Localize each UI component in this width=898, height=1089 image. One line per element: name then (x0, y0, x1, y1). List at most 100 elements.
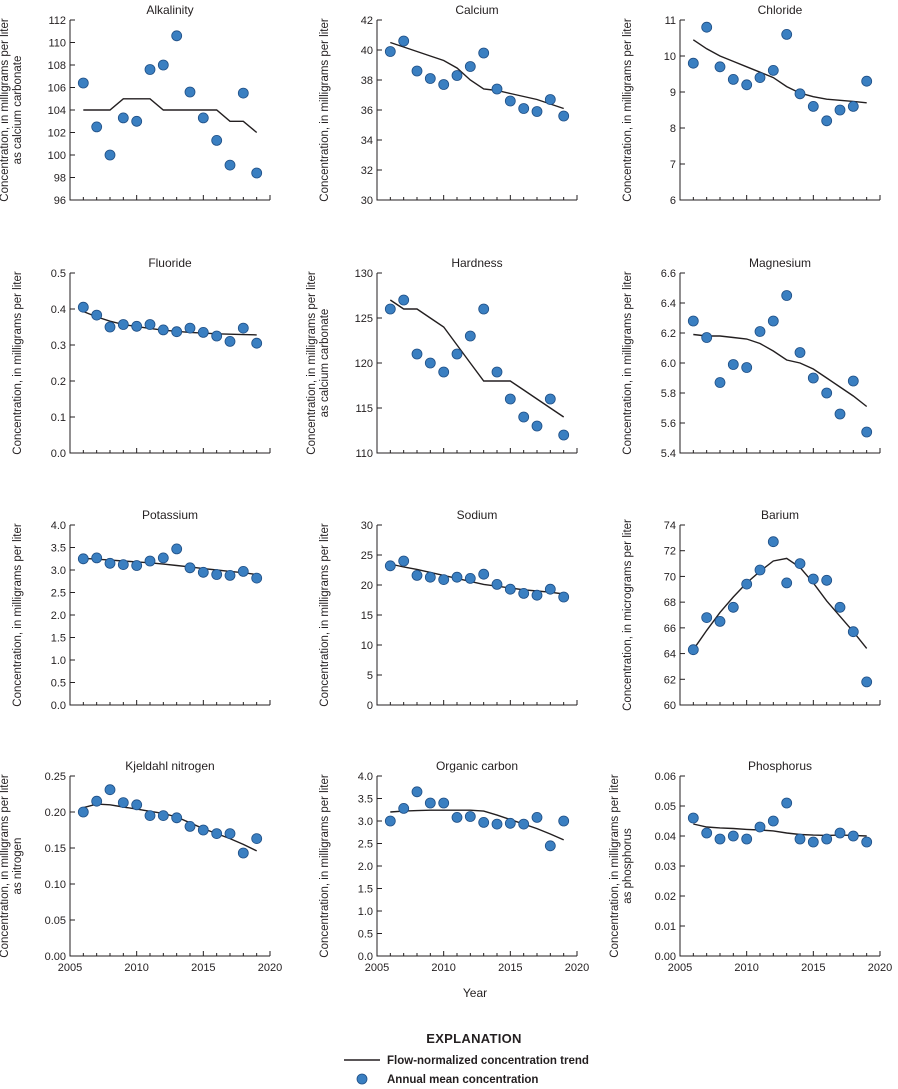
trend-line-calcium (390, 41, 564, 110)
panel-calcium: Calcium 30 32 34 36 38 40 42 Concentration, in m… (319, 3, 578, 207)
data-point-magnesium (767, 315, 779, 327)
data-point-calcium (478, 47, 490, 59)
data-point-kjeldahl-nitrogen (117, 797, 129, 808)
data-point-fluoride (117, 319, 129, 330)
data-point-fluoride (251, 337, 263, 349)
y-tick-label-chloride: 7 (670, 159, 676, 171)
x-tick-label-organic-carbon: 2020 (565, 962, 589, 974)
data-point-chloride (781, 29, 793, 40)
data-point-phosphorus (781, 797, 793, 809)
data-point-chloride (821, 115, 833, 127)
y-tick-label-kjeldahl-nitrogen: 0.15 (45, 843, 66, 855)
y-tick-label-kjeldahl-nitrogen: 0.10 (45, 879, 66, 891)
data-point-hardness (504, 393, 516, 405)
y-tick-label-magnesium: 6.0 (661, 358, 676, 370)
data-point-alkalinity (157, 59, 169, 71)
data-point-potassium (251, 572, 263, 584)
data-point-sodium (504, 583, 516, 595)
x-tick-label-kjeldahl-nitrogen: 2005 (58, 962, 82, 974)
panel-title-alkalinity: Alkalinity (146, 3, 193, 17)
data-point-calcium (504, 95, 516, 107)
data-point-magnesium (701, 332, 713, 343)
panel-title-hardness: Hardness (451, 256, 502, 270)
data-point-phosphorus (687, 812, 699, 824)
y-tick-label-alkalinity: 100 (48, 150, 66, 162)
panel-barium: Barium 60 62 64 66 68 70 72 74 Concentration, in … (622, 508, 881, 712)
data-point-calcium (451, 70, 463, 81)
data-point-magnesium (754, 326, 766, 337)
axes-sodium (376, 525, 577, 706)
x-tick-label-phosphorus: 2020 (868, 962, 892, 974)
data-point-hardness (411, 348, 423, 360)
y-tick-label-organic-carbon: 3.5 (358, 794, 373, 806)
trend-line-kjeldahl-nitrogen (83, 803, 258, 852)
data-point-magnesium (794, 347, 806, 358)
y-tick-label-sodium: 30 (361, 520, 373, 532)
data-point-chloride (834, 104, 846, 116)
data-point-hardness (558, 429, 570, 441)
y-tick-label-alkalinity: 112 (48, 15, 66, 27)
data-point-fluoride (91, 309, 103, 321)
y-tick-label-chloride: 8 (670, 123, 676, 135)
y-tick-label-potassium: 0.0 (51, 700, 66, 712)
data-point-kjeldahl-nitrogen (237, 847, 249, 859)
data-point-fluoride (197, 326, 209, 338)
legend-line-label: Flow-normalized concentration trend (387, 1055, 589, 1067)
data-point-kjeldahl-nitrogen (131, 799, 143, 811)
y-tick-label-organic-carbon: 0.5 (358, 929, 373, 941)
data-point-phosphorus (754, 821, 766, 833)
axes-fluoride (69, 273, 270, 454)
panel-magnesium: Magnesium 5.4 5.6 5.8 6.0 6.2 6.4 6.6 Concentrat… (622, 256, 881, 460)
y-axis-label-calcium: Concentration, in milligrams per liter (319, 18, 331, 202)
data-point-kjeldahl-nitrogen (211, 828, 223, 839)
data-point-barium (687, 644, 699, 656)
y-tick-label-chloride: 6 (670, 195, 676, 207)
y-axis-label-alkalinity: as calcium carbonate (12, 56, 24, 165)
data-point-magnesium (821, 387, 833, 399)
data-point-alkalinity (171, 30, 183, 42)
data-point-sodium (558, 591, 570, 603)
data-point-magnesium (807, 372, 819, 384)
data-point-magnesium (861, 426, 873, 438)
data-point-barium (754, 564, 766, 576)
y-tick-label-phosphorus: 0.02 (655, 891, 676, 903)
data-point-hardness (384, 303, 396, 315)
data-point-alkalinity (184, 86, 196, 98)
data-point-kjeldahl-nitrogen (77, 806, 89, 818)
y-tick-label-fluoride: 0.0 (51, 448, 66, 460)
data-point-calcium (411, 65, 423, 77)
data-point-hardness (464, 330, 476, 342)
data-point-magnesium (834, 408, 846, 420)
data-point-chloride (727, 74, 739, 85)
y-tick-label-phosphorus: 0.04 (655, 831, 676, 843)
y-tick-label-fluoride: 0.2 (51, 376, 66, 388)
x-tick-label-organic-carbon: 2015 (498, 962, 522, 974)
y-tick-label-alkalinity: 102 (48, 128, 66, 140)
data-point-kjeldahl-nitrogen (91, 795, 103, 807)
data-point-phosphorus (727, 830, 739, 842)
y-tick-label-potassium: 3.0 (51, 565, 66, 577)
data-point-fluoride (77, 301, 89, 313)
y-tick-label-organic-carbon: 1.5 (358, 884, 373, 896)
data-point-kjeldahl-nitrogen (197, 824, 209, 836)
data-point-alkalinity (211, 134, 223, 146)
data-point-alkalinity (91, 121, 103, 133)
y-tick-label-phosphorus: 0.05 (655, 801, 676, 813)
panel-title-kjeldahl-nitrogen: Kjeldahl nitrogen (125, 759, 214, 773)
y-axis-label-hardness: as calcium carbonate (319, 309, 331, 418)
data-point-kjeldahl-nitrogen (157, 810, 169, 821)
data-point-sodium (398, 555, 410, 567)
trend-line-barium (692, 557, 868, 651)
y-tick-label-chloride: 10 (664, 51, 676, 63)
y-tick-label-magnesium: 6.2 (661, 328, 676, 340)
data-point-fluoride (171, 326, 183, 338)
legend: EXPLANATION Flow-normalized concentratio… (344, 1031, 589, 1086)
data-point-potassium (144, 555, 156, 567)
data-point-chloride (861, 75, 873, 87)
data-point-sodium (518, 588, 530, 599)
data-point-hardness (424, 357, 436, 369)
data-point-kjeldahl-nitrogen (251, 833, 263, 844)
data-point-sodium (438, 574, 450, 585)
data-point-kjeldahl-nitrogen (144, 810, 156, 821)
